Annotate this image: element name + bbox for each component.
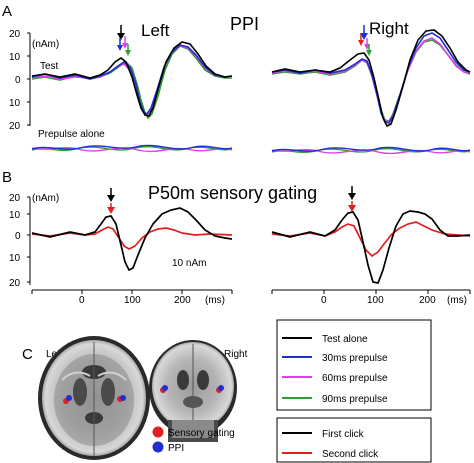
panel-a-test-label: Test xyxy=(40,61,59,72)
trace-60ms-prepulse xyxy=(31,45,233,117)
panel-b-ytick: 0 xyxy=(15,231,21,242)
legend-label-ppi: PPI xyxy=(168,443,184,454)
panel-b-ytick: 10 xyxy=(9,210,21,221)
trace-second-click xyxy=(31,226,233,250)
legend-60ms-prepulse: 60ms prepulse xyxy=(322,373,388,384)
panel-b-xtick: 200 xyxy=(174,295,191,306)
legend-gating-box: First click Second click xyxy=(276,417,432,463)
panel-a-ytick: 10 xyxy=(9,52,21,63)
panel-b-x-axis-right: 0 100 200 (ms) xyxy=(271,289,471,306)
panel-b-right-traces xyxy=(271,210,471,284)
panel-c-legend: Sensory gating PPI xyxy=(152,426,235,454)
panel-a-title: PPI xyxy=(230,14,259,34)
panel-b-xtick: 0 xyxy=(79,295,85,306)
legend-ppi-box: Test alone 30ms prepulse 60ms prepulse 9… xyxy=(276,319,432,411)
panel-c-right-label: Right xyxy=(224,349,248,360)
trace-test-alone xyxy=(271,29,471,128)
panel-b-xtick: 100 xyxy=(124,295,141,306)
panel-a-ytick: 10 xyxy=(9,98,21,109)
panel-a-prepulse-right xyxy=(271,146,471,155)
legend-30ms-prepulse: 30ms prepulse xyxy=(322,353,388,364)
legend-90ms-prepulse: 90ms prepulse xyxy=(322,394,388,405)
panel-b-letter: B xyxy=(2,169,12,186)
panel-b-unit-label: (nAm) xyxy=(32,193,59,204)
panel-b-title: P50m sensory gating xyxy=(148,183,317,203)
panel-a-prepulse-left xyxy=(31,144,233,153)
panel-b-arrows xyxy=(107,186,356,214)
panel-b-xtick: 100 xyxy=(367,295,384,306)
panel-a-y-axis: 20 10 0 10 20 xyxy=(9,29,31,132)
panel-a-right-arrows xyxy=(358,25,372,56)
panel-b-ytick: 10 xyxy=(9,253,21,264)
panel-a-left-traces xyxy=(31,41,233,120)
legend-label-sensory-gating: Sensory gating xyxy=(168,428,235,439)
panel-a-ytick: 20 xyxy=(9,29,21,40)
coronal-brain-dots xyxy=(160,385,224,393)
panel-b-scale-label: 10 nAm xyxy=(172,258,206,269)
panel-b-xunit: (ms) xyxy=(447,295,467,306)
axial-brain-dots xyxy=(63,395,126,404)
trace-90ms-prepulse xyxy=(271,39,471,122)
trace-second-click xyxy=(271,221,471,258)
panel-b-xtick: 200 xyxy=(419,295,436,306)
legend-second-click: Second click xyxy=(322,449,379,460)
trace-first-click xyxy=(271,210,471,284)
panel-a-letter: A xyxy=(2,3,12,20)
legend-dot-ppi xyxy=(152,441,164,453)
panel-a-right-traces xyxy=(271,29,471,128)
axial-brain-image xyxy=(38,336,150,460)
panel-b-x-axis-left: 0 100 200 (ms) xyxy=(31,289,233,306)
panel-b-ytick: 20 xyxy=(9,193,21,204)
coronal-brain-image xyxy=(149,340,237,442)
panel-b-ytick: 20 xyxy=(9,278,21,289)
panel-a-ytick: 0 xyxy=(15,75,21,86)
trace-90ms-prepulse xyxy=(31,45,232,120)
panel-b-xtick: 0 xyxy=(321,295,327,306)
panel-b-left-traces xyxy=(31,207,233,272)
trace-first-click xyxy=(31,207,233,272)
panel-a-unit-label: (nAm) xyxy=(32,39,59,50)
panel-a-left-label: Left xyxy=(141,21,170,40)
panel-a-left-arrows xyxy=(117,25,131,56)
trace-test-alone xyxy=(31,41,233,117)
panel-b-xunit: (ms) xyxy=(205,295,225,306)
panel-a-right-label: Right xyxy=(369,19,409,38)
legend-first-click: First click xyxy=(322,429,365,440)
panel-a-ytick: 20 xyxy=(9,121,21,132)
panel-a-prepulse-label: Prepulse alone xyxy=(38,129,105,140)
panel-b-y-axis: 20 10 0 10 20 xyxy=(9,193,31,289)
legend-test-alone: Test alone xyxy=(322,334,368,345)
legend-dot-sensory-gating xyxy=(152,426,164,438)
panel-c-letter: C xyxy=(22,346,33,363)
